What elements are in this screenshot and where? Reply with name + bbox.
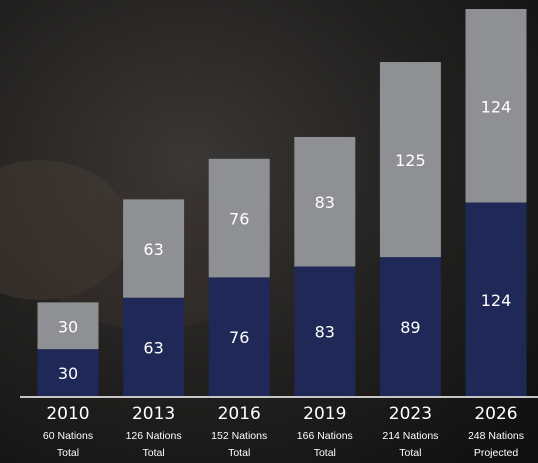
category-note: Total xyxy=(57,447,79,459)
background-shape xyxy=(0,160,130,300)
category-note: 126 Nations xyxy=(126,430,182,442)
value-label: 30 xyxy=(58,317,78,336)
value-label: 30 xyxy=(58,364,78,383)
bar-segment xyxy=(37,349,99,396)
value-label: 124 xyxy=(481,291,512,310)
x-tick-label: 2010 xyxy=(46,404,89,424)
x-tick-label: 2016 xyxy=(218,404,261,424)
bar-segment xyxy=(465,9,527,203)
value-label: 124 xyxy=(481,97,512,116)
bar-segment xyxy=(37,302,99,350)
category-note: 166 Nations xyxy=(297,430,353,442)
x-tick-label: 2026 xyxy=(474,404,517,424)
category-note: 248 Nations xyxy=(468,430,524,442)
category-note: Projected xyxy=(474,447,519,459)
value-label: 83 xyxy=(315,193,335,212)
category-note: Total xyxy=(399,447,421,459)
x-tick-label: 2023 xyxy=(389,404,432,424)
bar-segment xyxy=(208,277,270,396)
value-label: 63 xyxy=(143,240,163,259)
value-label: 125 xyxy=(395,151,426,170)
category-note: Total xyxy=(228,447,250,459)
category-note: 60 Nations xyxy=(43,430,93,442)
value-label: 76 xyxy=(229,210,249,229)
value-label: 83 xyxy=(315,323,335,342)
bar-segment xyxy=(294,136,356,267)
category-note: 214 Nations xyxy=(382,430,438,442)
category-note: Total xyxy=(314,447,336,459)
bar-segment xyxy=(123,297,185,396)
x-tick-label: 2019 xyxy=(303,404,346,424)
value-label: 63 xyxy=(143,338,163,357)
bar-segment xyxy=(294,266,356,396)
bar-segment xyxy=(379,257,441,396)
category-note: 152 Nations xyxy=(211,430,267,442)
value-label: 76 xyxy=(229,328,249,347)
bar-segment xyxy=(123,199,185,298)
x-tick-label: 2013 xyxy=(132,404,175,424)
bar-segment xyxy=(465,202,527,396)
value-label: 89 xyxy=(400,318,420,337)
bar-segment xyxy=(208,158,270,278)
bar-segment xyxy=(379,62,441,258)
category-note: Total xyxy=(143,447,165,459)
